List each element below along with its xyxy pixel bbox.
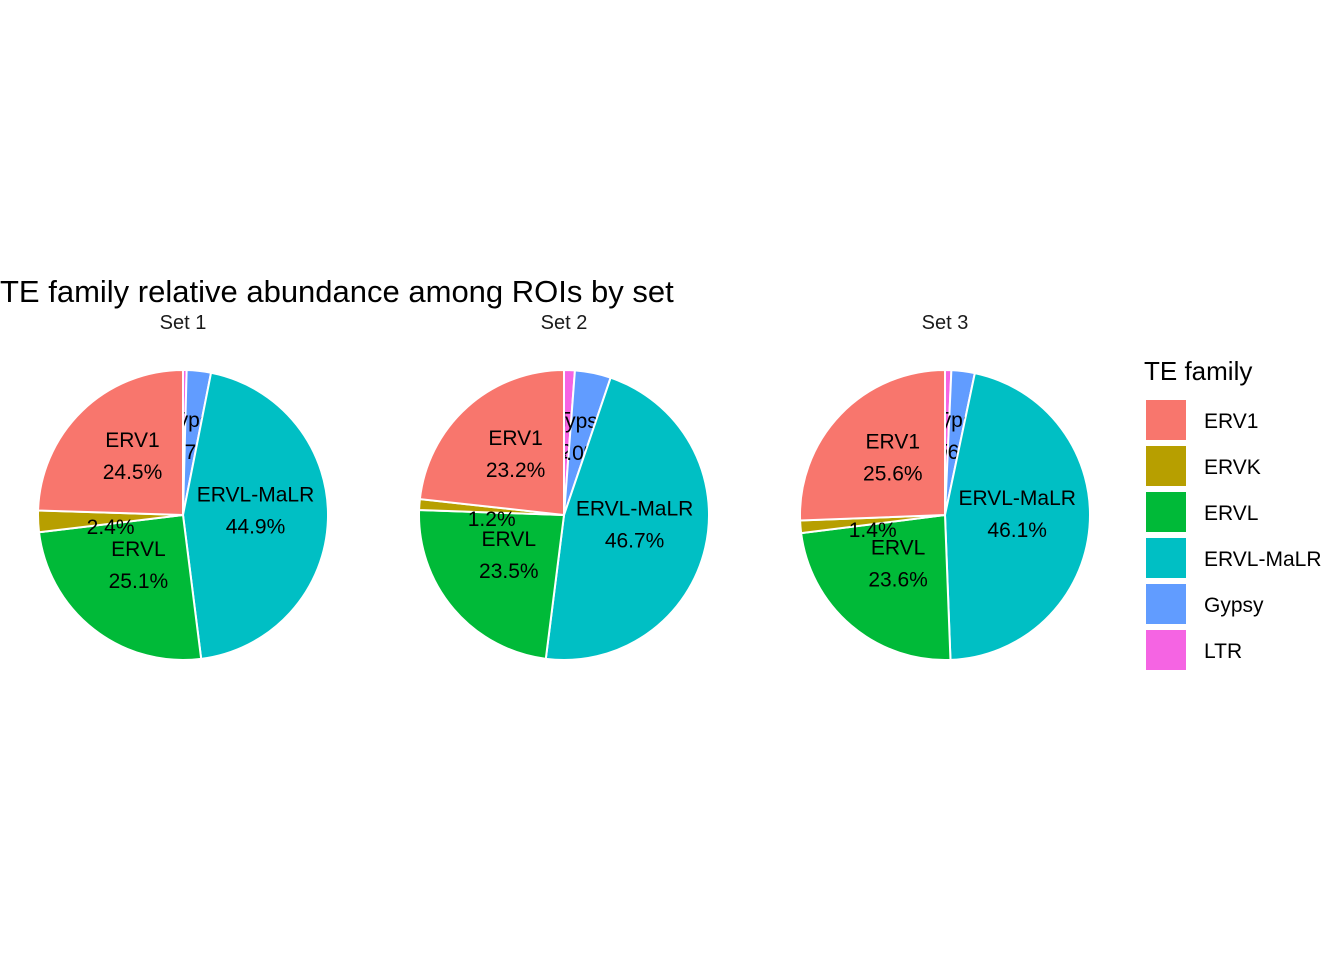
legend-swatch-ervk bbox=[1146, 446, 1186, 486]
legend-title: TE family bbox=[1144, 356, 1252, 386]
legend-swatch-ervl bbox=[1146, 492, 1186, 532]
slice-label-erv1: ERV1 24.5% bbox=[103, 429, 163, 484]
legend-label-erv1: ERV1 bbox=[1204, 410, 1258, 433]
slice-name-text: ERVL-MaLR bbox=[576, 497, 694, 520]
slice-label-erv1: ERV1 25.6% bbox=[863, 431, 923, 486]
pie-slice-ervl bbox=[37, 513, 203, 661]
slice-name-text: ERVL bbox=[871, 536, 925, 559]
slice-percent-text: 24.5% bbox=[103, 461, 163, 484]
slice-label-erv1: ERV1 23.2% bbox=[486, 427, 546, 482]
pie-slice-ervl bbox=[418, 508, 566, 660]
slice-name-text: ERV1 bbox=[866, 431, 920, 454]
legend-label-ervl-malr: ERVL-MaLR bbox=[1204, 548, 1322, 571]
pie-slice-ervl-malr bbox=[943, 371, 1091, 661]
slice-label-ervl-malr: ERVL-MaLR 46.7% bbox=[576, 497, 694, 552]
slice-name-text: ERVL-MaLR bbox=[958, 487, 1076, 510]
slice-percent-text: 23.2% bbox=[486, 459, 546, 482]
legend-swatch-gypsy bbox=[1146, 584, 1186, 624]
pie-slice-ervl bbox=[800, 513, 952, 661]
pie-slice-erv1 bbox=[799, 368, 946, 522]
slice-percent-text: 1.2% bbox=[468, 508, 516, 531]
slice-name-text: ERV1 bbox=[488, 427, 542, 450]
slice-percent-text: 44.9% bbox=[226, 516, 286, 539]
slice-name-text: ERVL-MaLR bbox=[197, 484, 315, 507]
pie-slice-erv1 bbox=[418, 368, 565, 517]
pie-slice-erv1 bbox=[37, 368, 184, 517]
slice-name-text: ERV1 bbox=[105, 429, 159, 452]
slice-label-ervl: ERVL 25.1% bbox=[109, 538, 169, 593]
slice-name-text: ERVL bbox=[482, 528, 536, 551]
slice-percent-text: 23.6% bbox=[868, 568, 928, 591]
slice-percent-text: 2.4% bbox=[87, 516, 135, 539]
facet-label: Set 2 bbox=[541, 312, 588, 334]
pie-slice-ervl-malr bbox=[544, 376, 710, 661]
legend-label-ervl: ERVL bbox=[1204, 502, 1258, 525]
slice-label-ervl: ERVL 23.5% bbox=[479, 528, 539, 583]
pie-slice-ervl-malr bbox=[181, 371, 330, 660]
slice-label-ervl-malr: ERVL-MaLR 46.1% bbox=[958, 487, 1076, 542]
slice-label-ervl-malr: ERVL-MaLR 44.9% bbox=[197, 484, 315, 539]
legend: TE family ERV1 ERVK ERVL ERVL-MaLR Gypsy LTR bbox=[1144, 356, 1322, 670]
slice-name-text: ERVL bbox=[111, 538, 165, 561]
chart-title: TE family relative abundance among ROIs … bbox=[0, 274, 674, 309]
slice-percent-text: 25.1% bbox=[109, 570, 169, 593]
facet-label: Set 3 bbox=[922, 312, 969, 334]
slice-percent-text: 1.4% bbox=[849, 519, 897, 542]
slice-percent-text: 46.7% bbox=[605, 529, 665, 552]
legend-label-ltr: LTR bbox=[1204, 640, 1242, 663]
pie-panels: Set 1LTR0.4%Gypsy2.7%ERVL-MaLR44.9%ERVL2… bbox=[37, 312, 1091, 661]
legend-swatch-ervl-malr bbox=[1146, 538, 1186, 578]
legend-swatch-erv1 bbox=[1146, 400, 1186, 440]
legend-swatch-ltr bbox=[1146, 630, 1186, 670]
slice-percent-text: 23.5% bbox=[479, 560, 539, 583]
pie-panel-1: Set 1LTR0.4%Gypsy2.7%ERVL-MaLR44.9%ERVL2… bbox=[37, 312, 330, 661]
legend-items: ERV1 ERVK ERVL ERVL-MaLR Gypsy LTR bbox=[1146, 400, 1322, 670]
facet-label: Set 1 bbox=[160, 312, 207, 334]
slice-percent-text: 46.1% bbox=[987, 519, 1047, 542]
legend-label-ervk: ERVK bbox=[1204, 456, 1261, 479]
slice-percent-text: 25.6% bbox=[863, 463, 923, 486]
legend-label-gypsy: Gypsy bbox=[1204, 594, 1264, 617]
slice-label-ervl: ERVL 23.6% bbox=[868, 536, 928, 591]
